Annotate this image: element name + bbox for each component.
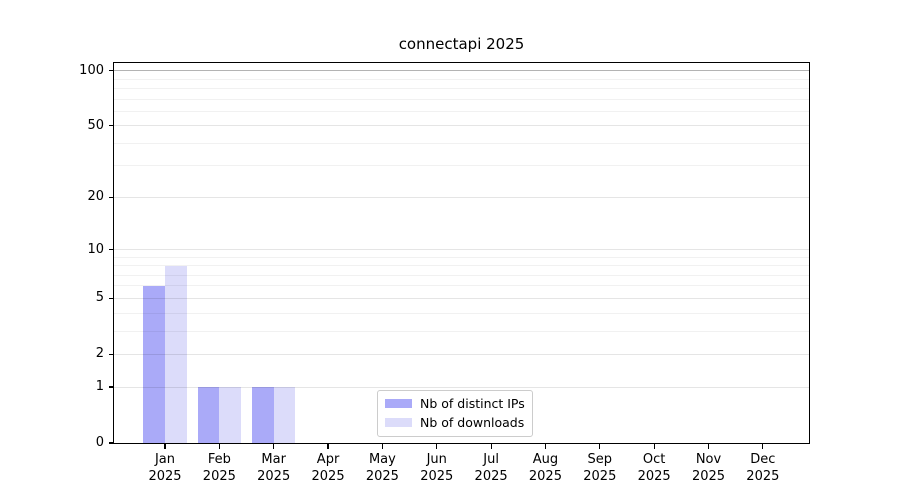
y-tick-label-20: 20 bbox=[87, 189, 104, 205]
gridline-minor-6 bbox=[114, 285, 809, 287]
bar-nb-of-distinct-ips-jan-2025 bbox=[143, 286, 165, 443]
gridline-minor-9 bbox=[114, 256, 809, 258]
legend-item-distinct-ips: Nb of distinct IPs bbox=[385, 396, 525, 411]
y-tick-0 bbox=[109, 442, 113, 444]
x-tick-oct-2025 bbox=[653, 444, 655, 449]
x-tick-label-jun-2025: Jun 2025 bbox=[420, 452, 454, 484]
x-tick-apr-2025 bbox=[327, 444, 329, 449]
x-tick-label-jan-2025: Jan 2025 bbox=[148, 452, 182, 484]
chart-title: connectapi 2025 bbox=[398, 35, 525, 53]
y-tick-100 bbox=[109, 70, 113, 72]
gridline-50 bbox=[114, 125, 809, 127]
legend-item-downloads: Nb of downloads bbox=[385, 415, 525, 430]
gridline-20 bbox=[114, 196, 809, 198]
x-tick-label-dec-2025: Dec 2025 bbox=[746, 452, 780, 484]
y-tick-label-0: 0 bbox=[95, 435, 104, 450]
x-tick-label-sep-2025: Sep 2025 bbox=[583, 452, 617, 484]
gridline-100 bbox=[114, 70, 809, 72]
gridline-minor-80 bbox=[114, 87, 809, 89]
x-tick-label-oct-2025: Oct 2025 bbox=[637, 452, 671, 484]
gridline-minor-90 bbox=[114, 78, 809, 80]
x-tick-label-mar-2025: Mar 2025 bbox=[257, 452, 291, 484]
x-tick-label-aug-2025: Aug 2025 bbox=[528, 452, 562, 484]
legend-swatch-distinct-ips-icon bbox=[385, 399, 412, 408]
gridline-minor-60 bbox=[114, 110, 809, 112]
x-tick-sep-2025 bbox=[599, 444, 601, 449]
gridline-1 bbox=[114, 386, 809, 388]
x-tick-may-2025 bbox=[381, 444, 383, 449]
x-tick-label-feb-2025: Feb 2025 bbox=[202, 452, 236, 484]
y-tick-label-10: 10 bbox=[87, 241, 104, 257]
gridline-minor-4 bbox=[114, 312, 809, 314]
y-tick-2 bbox=[109, 353, 113, 355]
x-tick-label-may-2025: May 2025 bbox=[365, 452, 399, 484]
x-tick-mar-2025 bbox=[273, 444, 275, 449]
gridline-minor-8 bbox=[114, 265, 809, 267]
plot-area: Nb of distinct IPs Nb of downloads bbox=[113, 62, 810, 444]
x-tick-dec-2025 bbox=[762, 444, 764, 449]
y-tick-10 bbox=[109, 248, 113, 251]
bar-nb-of-downloads-jan-2025 bbox=[165, 265, 187, 443]
gridline-5 bbox=[114, 297, 809, 299]
bar-nb-of-downloads-feb-2025 bbox=[219, 387, 242, 443]
y-tick-20 bbox=[109, 196, 113, 198]
gridline-minor-30 bbox=[114, 165, 809, 167]
x-tick-jun-2025 bbox=[436, 444, 438, 449]
x-tick-jul-2025 bbox=[490, 444, 492, 449]
y-tick-label-1: 1 bbox=[95, 379, 104, 395]
x-tick-feb-2025 bbox=[218, 444, 220, 449]
y-tick-5 bbox=[109, 297, 113, 299]
legend-label-downloads: Nb of downloads bbox=[420, 415, 525, 430]
gridline-10 bbox=[114, 249, 809, 251]
x-tick-nov-2025 bbox=[707, 444, 710, 449]
bar-nb-of-downloads-mar-2025 bbox=[273, 387, 296, 443]
x-tick-jan-2025 bbox=[164, 444, 166, 449]
bar-nb-of-distinct-ips-feb-2025 bbox=[197, 387, 220, 443]
x-tick-label-jul-2025: Jul 2025 bbox=[474, 452, 508, 484]
y-tick-label-2: 2 bbox=[95, 346, 104, 362]
gridline-minor-70 bbox=[114, 98, 809, 100]
x-tick-aug-2025 bbox=[544, 444, 547, 449]
y-tick-1 bbox=[109, 386, 113, 388]
x-tick-label-apr-2025: Apr 2025 bbox=[311, 452, 345, 484]
x-tick-label-nov-2025: Nov 2025 bbox=[691, 452, 726, 484]
bar-nb-of-distinct-ips-mar-2025 bbox=[252, 387, 274, 443]
y-tick-50 bbox=[109, 125, 113, 127]
y-tick-label-50: 50 bbox=[87, 117, 104, 133]
legend: Nb of distinct IPs Nb of downloads bbox=[377, 390, 533, 437]
gridline-minor-40 bbox=[114, 142, 809, 144]
legend-label-distinct-ips: Nb of distinct IPs bbox=[420, 396, 525, 411]
gridline-2 bbox=[114, 353, 809, 355]
legend-swatch-downloads-icon bbox=[385, 418, 412, 427]
y-tick-label-5: 5 bbox=[95, 290, 104, 306]
y-tick-label-100: 100 bbox=[79, 62, 104, 78]
gridline-minor-3 bbox=[114, 330, 809, 332]
gridline-minor-7 bbox=[114, 274, 809, 276]
